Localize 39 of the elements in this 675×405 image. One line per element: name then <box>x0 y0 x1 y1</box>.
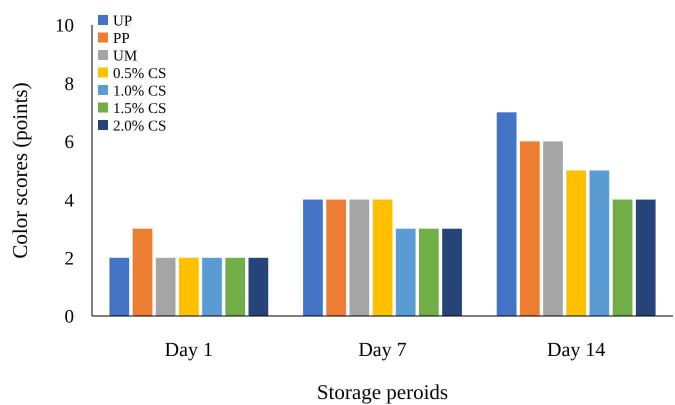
legend-label: UP <box>113 13 132 30</box>
bar <box>303 200 323 316</box>
bar <box>612 200 632 316</box>
y-tick-label: 4 <box>64 190 74 212</box>
bar <box>225 258 246 316</box>
bar <box>156 258 176 316</box>
x-axis-title: Storage peroids <box>316 380 448 404</box>
bar <box>589 170 610 316</box>
x-tick-label: Day 1 <box>164 339 213 361</box>
bar <box>132 228 152 316</box>
bar <box>109 258 130 316</box>
bar <box>543 141 563 316</box>
legend-label: 2.0% CS <box>113 118 166 134</box>
bar <box>520 141 540 316</box>
bar <box>248 258 268 316</box>
y-tick-label: 10 <box>55 16 74 37</box>
bar <box>178 258 199 316</box>
legend-label: 1.0% CS <box>113 83 166 100</box>
y-tick-label: 2 <box>64 248 74 270</box>
legend-label: 1.5% CS <box>113 100 166 117</box>
x-tick-label: Day 14 <box>547 339 606 361</box>
bar <box>202 258 222 316</box>
y-tick-label: 8 <box>64 74 74 95</box>
bar <box>636 200 656 316</box>
bar <box>442 228 462 316</box>
y-tick-label: 0 <box>64 306 74 328</box>
y-axis-title: Color scores (points) <box>8 82 32 259</box>
bar <box>419 228 439 316</box>
bar <box>566 170 586 316</box>
x-tick-label: Day 7 <box>358 339 407 361</box>
bar <box>349 200 370 316</box>
bar <box>496 112 516 316</box>
bar <box>372 200 392 316</box>
y-tick-label: 6 <box>64 132 74 154</box>
legend-label: UM <box>113 48 138 64</box>
legend-label: 0.5% CS <box>113 66 166 82</box>
legend-label: PP <box>113 30 130 47</box>
bar <box>326 200 346 316</box>
bar <box>396 228 416 316</box>
